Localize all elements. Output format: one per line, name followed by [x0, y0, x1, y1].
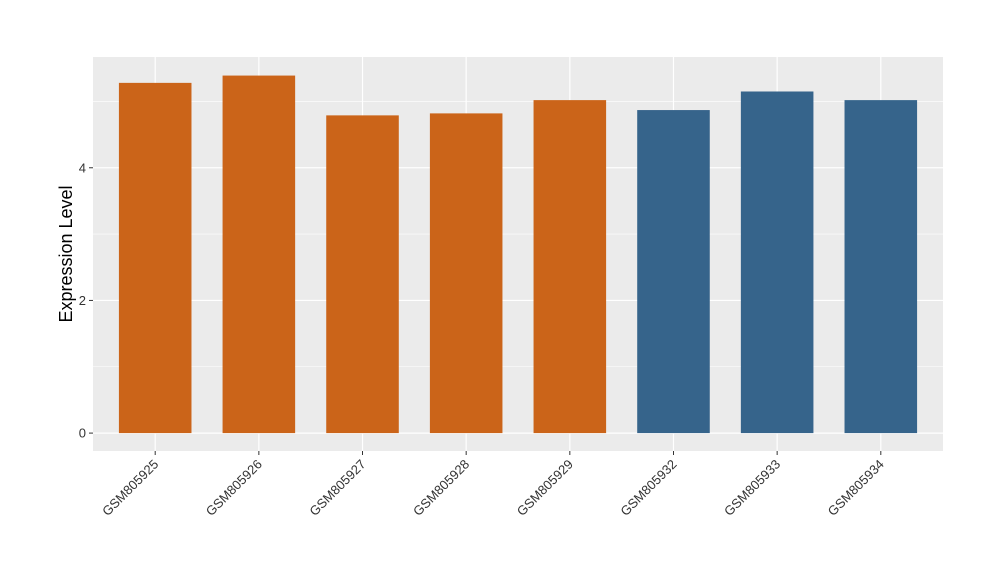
plot-panel — [93, 57, 943, 451]
y-tick-label: 4 — [79, 160, 86, 175]
y-axis: 0 2 4 — [79, 160, 93, 441]
bar-GSM805932 — [637, 110, 710, 434]
x-axis: GSM805925 GSM805926 GSM805927 GSM805928 GSM8… — [99, 451, 887, 519]
x-tick-label: GSM805928 — [410, 457, 472, 519]
bar-GSM805928 — [429, 113, 503, 434]
bar-GSM805933 — [740, 91, 814, 434]
y-axis-title: Expression Level — [56, 185, 76, 322]
bar-GSM805925 — [118, 82, 192, 434]
bar-GSM805934 — [844, 100, 918, 434]
x-tick-label: GSM805934 — [825, 457, 887, 519]
x-tick-label: GSM805926 — [203, 457, 265, 519]
x-tick-label: GSM805933 — [721, 457, 783, 519]
y-tick-label: 2 — [79, 293, 86, 308]
x-tick-label: GSM805925 — [99, 457, 161, 519]
bar-GSM805926 — [222, 75, 296, 434]
bar-GSM805929 — [533, 100, 607, 434]
bars — [118, 75, 918, 434]
x-tick-label: GSM805927 — [306, 457, 368, 519]
x-tick-label: GSM805932 — [617, 457, 679, 519]
bar-GSM805927 — [326, 115, 399, 434]
x-tick-label: GSM805929 — [514, 457, 576, 519]
y-tick-label: 0 — [79, 426, 86, 441]
